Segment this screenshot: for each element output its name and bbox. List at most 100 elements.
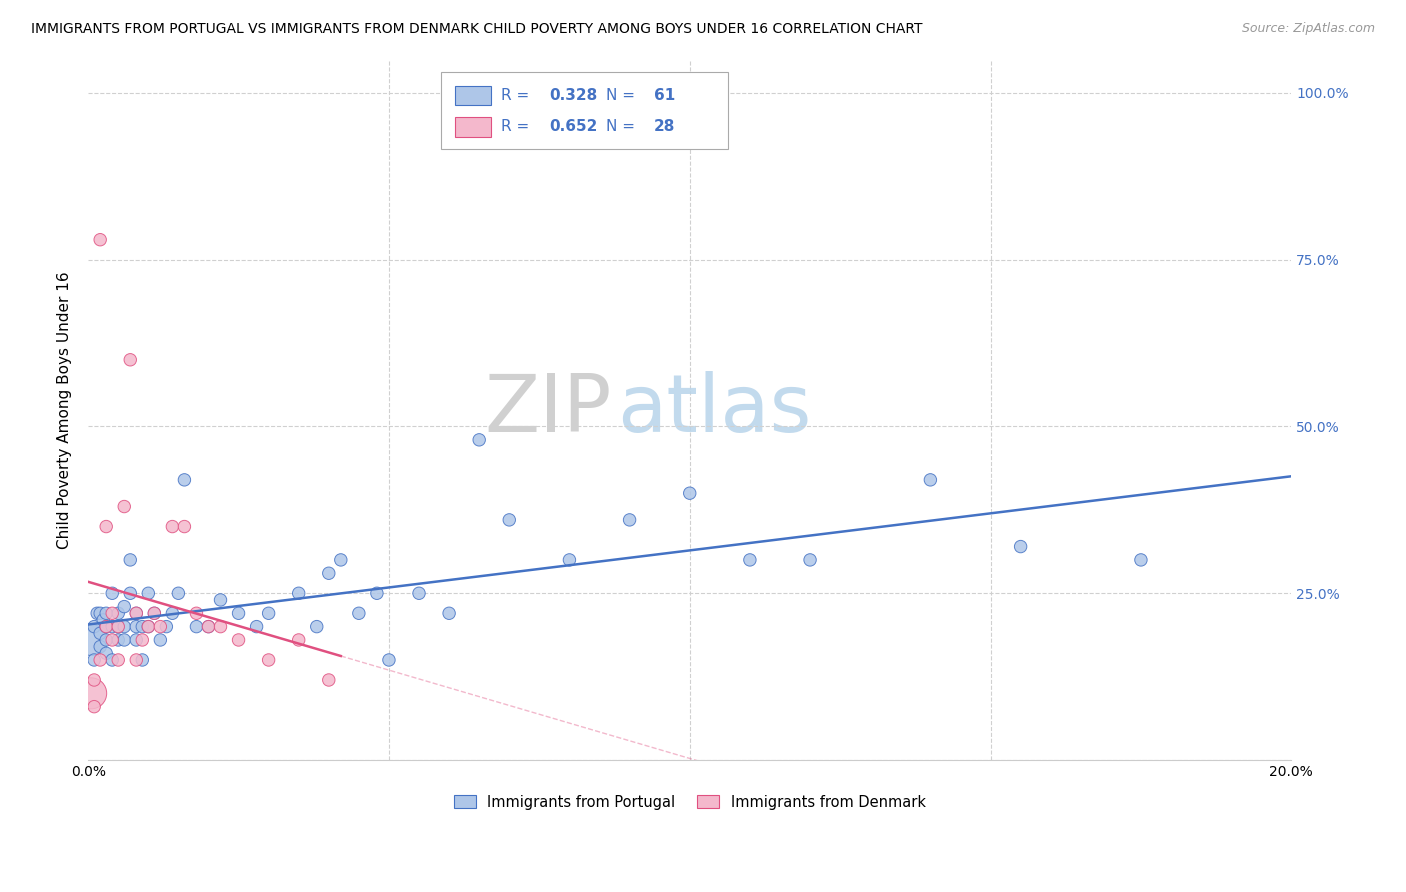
Point (96, 619, 118, 633)
Text: 61: 61 (654, 87, 675, 103)
Point (107, 619, 129, 633)
Point (149, 619, 172, 633)
FancyBboxPatch shape (440, 72, 728, 149)
Text: ZIP: ZIP (484, 371, 612, 449)
Point (366, 586, 388, 600)
Point (89, 653, 111, 667)
Point (347, 607, 370, 621)
Point (112, 599, 135, 614)
Text: R =: R = (501, 87, 534, 103)
Point (83, 653, 105, 667)
Text: 0.652: 0.652 (548, 120, 598, 135)
Point (143, 607, 166, 621)
Point (86, 607, 108, 621)
Legend: Immigrants from Portugal, Immigrants from Denmark: Immigrants from Portugal, Immigrants fro… (449, 789, 932, 816)
Point (101, 653, 124, 667)
Point (920, 473, 942, 487)
Point (209, 619, 232, 633)
Point (246, 619, 269, 633)
Point (96, 607, 118, 621)
FancyBboxPatch shape (456, 86, 491, 105)
Point (112, 632, 135, 647)
Point (136, 586, 159, 600)
Point (167, 586, 190, 600)
Point (558, 553, 581, 567)
Point (136, 619, 159, 633)
Point (131, 619, 153, 633)
Point (209, 593, 232, 607)
Point (498, 513, 520, 527)
Point (186, 619, 208, 633)
Text: 28: 28 (654, 120, 675, 135)
Point (329, 553, 352, 567)
Point (173, 519, 195, 533)
Point (228, 632, 250, 647)
Point (162, 607, 184, 621)
Point (125, 632, 148, 647)
Point (107, 619, 129, 633)
Point (1129, 553, 1152, 567)
Point (89, 640, 111, 654)
Point (197, 619, 219, 633)
Point (83, 673, 105, 687)
Point (257, 653, 280, 667)
Point (96, 619, 118, 633)
Point (318, 566, 340, 581)
Point (378, 653, 401, 667)
Point (83, 699, 105, 714)
Point (101, 619, 124, 633)
Point (83, 619, 105, 633)
Point (136, 619, 159, 633)
Point (257, 607, 280, 621)
Point (96, 632, 118, 647)
Point (80, 686, 103, 700)
Point (437, 607, 460, 621)
Point (112, 619, 135, 633)
Point (197, 619, 219, 633)
Point (799, 553, 821, 567)
Point (96, 519, 118, 533)
FancyBboxPatch shape (456, 117, 491, 136)
Point (619, 513, 641, 527)
Text: Source: ZipAtlas.com: Source: ZipAtlas.com (1241, 22, 1375, 36)
Point (305, 619, 328, 633)
Point (468, 433, 491, 447)
Point (287, 586, 309, 600)
Point (89, 233, 111, 247)
Point (149, 632, 172, 647)
Text: 0.328: 0.328 (548, 87, 598, 103)
Point (101, 632, 124, 647)
Text: N =: N = (606, 120, 640, 135)
Point (1010, 540, 1032, 554)
Point (228, 607, 250, 621)
Point (738, 553, 761, 567)
Point (679, 486, 702, 500)
Point (143, 607, 166, 621)
Y-axis label: Child Poverty Among Boys Under 16: Child Poverty Among Boys Under 16 (58, 271, 72, 549)
Text: IMMIGRANTS FROM PORTUGAL VS IMMIGRANTS FROM DENMARK CHILD POVERTY AMONG BOYS UND: IMMIGRANTS FROM PORTUGAL VS IMMIGRANTS F… (31, 22, 922, 37)
Point (155, 619, 177, 633)
Text: R =: R = (501, 120, 534, 135)
Point (186, 607, 208, 621)
Point (120, 553, 142, 567)
Point (80, 632, 103, 647)
Point (125, 619, 148, 633)
Point (125, 607, 148, 621)
Point (408, 586, 430, 600)
Point (91, 613, 114, 627)
Point (131, 632, 153, 647)
Point (120, 352, 142, 367)
Point (287, 632, 309, 647)
Point (107, 653, 129, 667)
Point (173, 473, 195, 487)
Point (318, 673, 340, 687)
Point (107, 632, 129, 647)
Point (107, 607, 129, 621)
Point (112, 500, 135, 514)
Point (101, 586, 124, 600)
Point (131, 653, 153, 667)
Text: N =: N = (606, 87, 640, 103)
Text: atlas: atlas (617, 371, 811, 449)
Point (125, 653, 148, 667)
Point (125, 607, 148, 621)
